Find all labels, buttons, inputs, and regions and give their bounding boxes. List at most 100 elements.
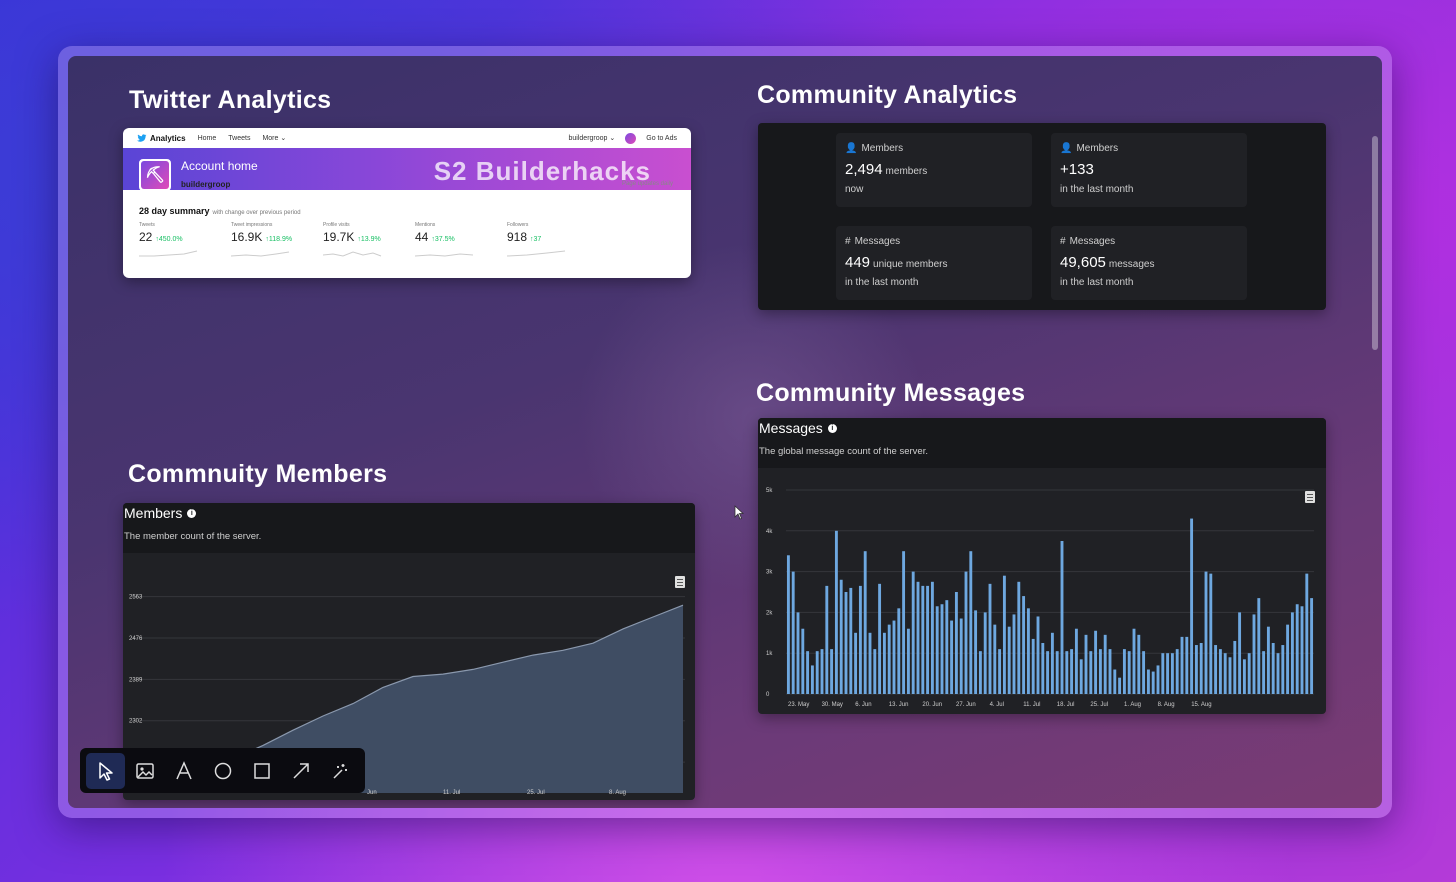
message-bar — [825, 585, 829, 694]
y-tick-label: 2476 — [129, 636, 143, 642]
twitter-profile-avatar-icon[interactable] — [625, 132, 637, 144]
magic-tool[interactable] — [320, 753, 359, 789]
image-tool[interactable] — [125, 753, 164, 789]
message-bar — [1002, 575, 1006, 694]
message-bar — [1266, 626, 1270, 694]
x-tick-label: 30. May — [822, 702, 843, 708]
square-icon — [253, 762, 270, 779]
message-bar — [921, 585, 925, 694]
message-bar — [983, 612, 987, 694]
y-tick-label: 0 — [766, 692, 770, 698]
sparkline — [139, 250, 198, 257]
arrow-icon — [292, 762, 309, 779]
message-bar — [839, 579, 843, 694]
hash-icon: # — [1060, 236, 1066, 247]
message-bar — [878, 583, 882, 694]
twitter-nav-tweets[interactable]: Tweets — [228, 134, 251, 142]
message-bar — [849, 587, 853, 694]
chart-menu-icon[interactable] — [675, 576, 685, 588]
message-bar — [969, 551, 973, 694]
message-bar — [806, 651, 810, 694]
sparkline — [231, 251, 290, 257]
message-bar — [1094, 630, 1098, 694]
message-bar — [1194, 645, 1198, 694]
message-bar — [950, 620, 954, 694]
vertical-scrollbar[interactable] — [1372, 136, 1378, 350]
message-bar — [1214, 645, 1218, 694]
message-bar — [1022, 596, 1026, 694]
y-tick-label: 2302 — [129, 719, 143, 725]
community-analytics-panel: 👤 Members 2,494 members now 👤 Members +133 … — [758, 123, 1326, 310]
x-tick-label: 8. Aug — [1158, 702, 1175, 708]
circle-tool[interactable] — [203, 753, 242, 789]
message-bar — [998, 649, 1002, 694]
text-icon — [175, 760, 192, 779]
sparkline — [415, 253, 474, 257]
message-bar — [1036, 616, 1040, 694]
twitter-account-menu[interactable]: buildergroop ⌄ — [568, 135, 616, 142]
members-line — [202, 604, 684, 770]
message-bar — [1046, 651, 1050, 694]
text-tool[interactable] — [164, 753, 203, 789]
message-bar — [1170, 653, 1174, 694]
twitter-analytics-card[interactable]: Analytics Home Tweets More ⌄ buildergroo… — [123, 128, 691, 278]
message-bar — [1233, 640, 1237, 694]
info-icon[interactable]: i — [187, 508, 197, 518]
magic-icon — [332, 763, 347, 779]
message-bar — [988, 583, 992, 694]
person-icon: 👤 — [1060, 143, 1073, 154]
messages-bar-chart: 5k 4k 3k 2k 1k 0 23. May 30. May 6. Jun 13. Jun 20… — [766, 488, 1314, 708]
square-tool[interactable] — [242, 753, 281, 789]
message-bar — [1142, 651, 1146, 694]
y-tick-label: 1k — [766, 651, 773, 657]
message-bar — [974, 610, 978, 694]
canvas[interactable]: Twitter Analytics Analytics Home Tweets … — [68, 56, 1382, 808]
message-bar — [844, 592, 848, 694]
x-tick-label: 23. May — [788, 702, 809, 708]
twitter-bird-icon — [137, 134, 147, 142]
message-bar — [1089, 651, 1093, 694]
members-area — [203, 605, 683, 793]
twitter-nav-more[interactable]: More ⌄ — [262, 135, 287, 142]
message-bar — [801, 628, 805, 694]
message-bar — [1007, 626, 1011, 694]
x-tick-label: 1. Aug — [1124, 702, 1141, 708]
person-icon: 👤 — [845, 143, 858, 154]
twitter-brand: Analytics — [137, 134, 186, 143]
message-bar — [1041, 643, 1045, 694]
message-bar — [1199, 643, 1203, 694]
message-bar — [1242, 659, 1246, 694]
message-bar — [1247, 653, 1251, 694]
message-bar — [1290, 612, 1294, 694]
message-bar — [940, 604, 944, 694]
messages-chart-header: Messages i The global message count of th… — [758, 418, 1326, 468]
twitter-ads-link[interactable]: Go to Ads — [646, 134, 677, 142]
message-bar — [902, 551, 906, 694]
members-month-tile: 👤 Members +133 in the last month — [1051, 133, 1247, 207]
summary-stats: Tweets 22 ↑450.0% Tweet impressions 16.9K… — [139, 222, 599, 258]
chart-menu-icon[interactable] — [1305, 491, 1315, 503]
info-icon[interactable]: i — [827, 423, 837, 433]
message-bar — [1252, 614, 1256, 694]
message-bar — [1122, 649, 1126, 694]
message-bar — [1137, 634, 1141, 694]
message-bar — [810, 665, 814, 694]
banner-text: S2 Builderhacks — [433, 156, 651, 186]
message-bar — [858, 585, 862, 694]
pointer-tool[interactable] — [86, 752, 125, 789]
message-bar — [1084, 634, 1088, 694]
message-bar — [1074, 628, 1078, 694]
message-bar — [1300, 606, 1304, 694]
message-bar — [1055, 651, 1059, 694]
sparkline — [323, 251, 382, 257]
arrow-tool[interactable] — [281, 753, 320, 789]
message-bar — [1276, 653, 1280, 694]
message-bar — [1209, 573, 1213, 694]
message-bar — [1305, 573, 1309, 694]
drawing-toolbar — [80, 748, 365, 793]
twitter-nav-home[interactable]: Home — [197, 134, 217, 142]
account-home-label: Account home — [181, 159, 258, 173]
members-now-tile: 👤 Members 2,494 members now — [836, 133, 1032, 207]
hash-icon: # — [845, 236, 851, 247]
message-bar — [1271, 643, 1275, 694]
